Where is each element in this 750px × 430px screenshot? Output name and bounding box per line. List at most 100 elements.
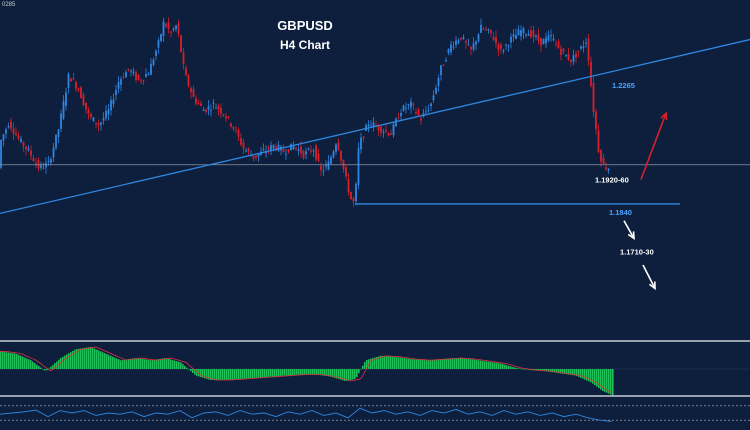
histogram-bar [52, 365, 54, 369]
histogram-bar [184, 365, 186, 369]
histogram-bar [78, 348, 80, 369]
histogram-bar [18, 354, 20, 369]
histogram-bar [336, 369, 338, 379]
histogram-bar [570, 369, 572, 375]
candle-body [132, 71, 135, 74]
candle-body [202, 110, 205, 112]
candle-body [197, 103, 200, 105]
histogram-bar [366, 359, 368, 369]
histogram-bar [402, 357, 404, 369]
histogram-bar [40, 367, 42, 369]
histogram-bar [602, 369, 604, 391]
candle-body [167, 22, 170, 29]
candle-body [185, 67, 187, 76]
candle-body [477, 34, 480, 41]
candle-body [317, 153, 320, 161]
histogram-bar [46, 369, 48, 371]
histogram-bar [162, 358, 164, 369]
histogram-bar [118, 359, 120, 369]
candle-body [390, 133, 392, 136]
candle-body [420, 118, 422, 121]
candle-body [507, 45, 510, 47]
histogram-bar [404, 358, 406, 369]
histogram-bar [382, 355, 384, 369]
histogram-bar [60, 358, 62, 369]
candle-body [207, 106, 210, 110]
histogram-bar [216, 369, 218, 380]
candle-body [277, 144, 280, 151]
down-arrow-1 [623, 220, 635, 239]
histogram-bar [580, 369, 582, 378]
histogram-bar [548, 369, 550, 372]
histogram-bar [516, 368, 518, 369]
histogram-bar [74, 349, 76, 369]
candle-body [157, 40, 160, 48]
candle-body [7, 125, 10, 128]
candle-body [605, 167, 607, 170]
histogram-bar [30, 360, 32, 369]
histogram-bar [504, 364, 506, 369]
histogram-bar [438, 359, 440, 369]
candle-body [222, 114, 225, 116]
histogram-bar [122, 359, 124, 369]
histogram-bar [208, 369, 210, 380]
histogram-bar [280, 369, 282, 376]
histogram-bar [66, 354, 68, 369]
histogram-bar [518, 368, 520, 369]
candle-body [65, 92, 67, 107]
candle-body [590, 61, 592, 86]
candle-body [142, 80, 145, 82]
histogram-bar [496, 362, 498, 369]
histogram-bar [394, 356, 396, 369]
candle-body [5, 129, 7, 134]
histogram-bar [154, 359, 156, 369]
histogram-bar [286, 369, 288, 376]
candle-body [172, 28, 175, 30]
histogram-bar [100, 351, 102, 369]
histogram-bar [222, 369, 224, 380]
histogram-bar [330, 369, 332, 377]
histogram-bar [492, 362, 494, 369]
candle-body [220, 107, 222, 114]
histogram-bar [256, 369, 258, 378]
candle-body [495, 36, 497, 43]
candle-body [530, 30, 532, 38]
candle-body [80, 87, 82, 99]
candle-body [165, 24, 167, 27]
histogram-bar [316, 369, 318, 375]
histogram-bar [340, 369, 342, 380]
histogram-bar [356, 369, 358, 378]
histogram-bar [42, 369, 44, 370]
candle-body [192, 89, 195, 97]
candle-body [362, 136, 365, 139]
histogram-bar [92, 347, 94, 369]
histogram-bar [610, 369, 612, 395]
histogram-bar [178, 361, 180, 369]
histogram-bar [554, 369, 556, 373]
histogram-bar [318, 369, 320, 375]
histogram-bar [380, 355, 382, 369]
histogram-bar [238, 369, 240, 380]
histogram-bar [544, 369, 546, 372]
histogram-bar [268, 369, 270, 377]
histogram-bar [390, 356, 392, 369]
histogram-bar [284, 369, 286, 376]
candle-body [447, 48, 450, 54]
histogram-bar [230, 369, 232, 380]
histogram-bar [212, 369, 214, 380]
histogram-bar [112, 356, 114, 369]
candle-body [445, 60, 447, 62]
histogram-bar [424, 360, 426, 369]
histogram-bar [454, 358, 456, 369]
histogram-bar [474, 359, 476, 369]
histogram-bar [242, 369, 244, 379]
histogram-bar [520, 368, 522, 370]
histogram-bar [160, 358, 162, 369]
candle-body [322, 170, 325, 172]
histogram-bar [236, 369, 238, 380]
candle-body [145, 74, 147, 77]
candle-body [332, 151, 335, 158]
candle-body [392, 124, 395, 136]
candle-body [75, 82, 77, 89]
candle-body [412, 103, 415, 106]
